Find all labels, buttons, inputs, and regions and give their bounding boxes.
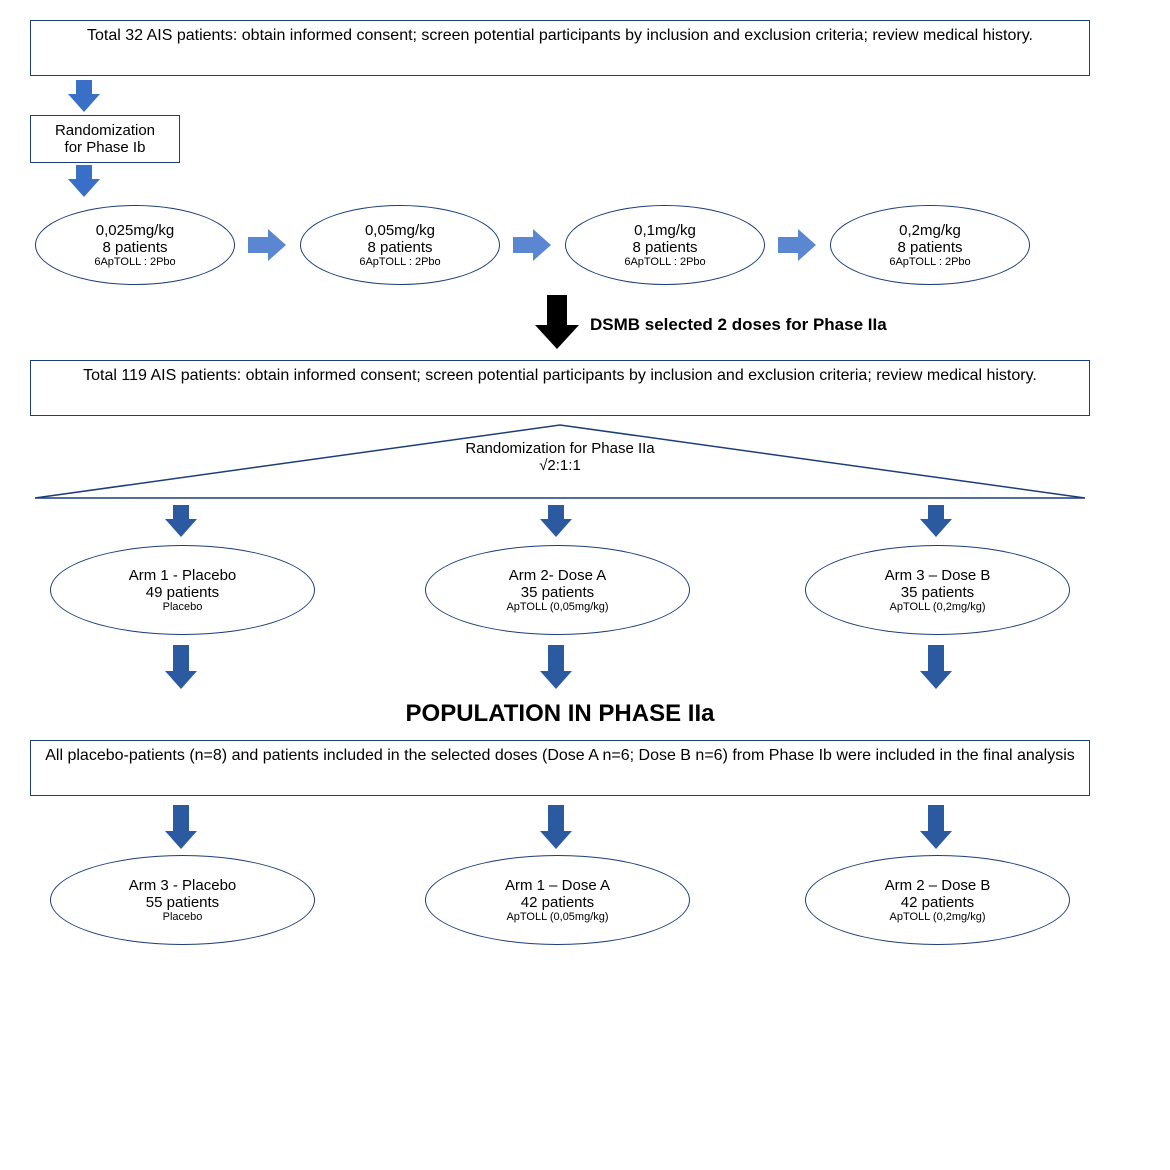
phase2a-rand-l1: Randomization for Phase IIa (30, 440, 1090, 457)
arm-detail: ApTOLL (0,2mg/kg) (890, 911, 986, 923)
arm-ellipse: Arm 2- Dose A 35 patients ApTOLL (0,05mg… (425, 545, 690, 635)
dose-n: 8 patients (367, 239, 432, 256)
population-desc-box: All placebo-patients (n=8) and patients … (30, 740, 1090, 796)
dose-label: 0,1mg/kg (634, 222, 696, 239)
arrow-down-icon (165, 805, 197, 849)
arrow-down-icon (535, 295, 579, 349)
rand-l2: for Phase Ib (39, 139, 171, 156)
arm-n: 42 patients (901, 894, 974, 911)
arrow-down-icon (920, 645, 952, 689)
dose-label: 0,025mg/kg (96, 222, 174, 239)
arrow-down-icon (540, 505, 572, 537)
arrow-down-icon (920, 505, 952, 537)
arrow-right-icon (778, 229, 816, 261)
arrow-right-icon (248, 229, 286, 261)
arm-detail: ApTOLL (0,2mg/kg) (890, 601, 986, 613)
arrow-down-icon (540, 645, 572, 689)
arrow-down-icon (540, 805, 572, 849)
dose-label: 0,05mg/kg (365, 222, 435, 239)
dose-ellipse: 0,025mg/kg 8 patients 6ApTOLL : 2Pbo (35, 205, 235, 285)
rand-l1: Randomization (39, 122, 171, 139)
phase1b-enroll-box: Total 32 AIS patients: obtain informed c… (30, 20, 1090, 76)
final-arm-ellipse: Arm 1 – Dose A 42 patients ApTOLL (0,05m… (425, 855, 690, 945)
arm-n: 35 patients (521, 584, 594, 601)
phase1b-enroll-text: Total 32 AIS patients: obtain informed c… (87, 27, 1033, 44)
arm-title: Arm 1 - Placebo (129, 567, 237, 584)
arrow-down-icon (165, 645, 197, 689)
arm-n: 42 patients (521, 894, 594, 911)
phase2a-enroll-text: Total 119 AIS patients: obtain informed … (83, 367, 1037, 384)
arrow-down-icon (68, 165, 100, 197)
arm-detail: ApTOLL (0,05mg/kg) (506, 911, 608, 923)
arm-title: Arm 3 – Dose B (885, 567, 991, 584)
dose-n: 8 patients (632, 239, 697, 256)
phase2a-enroll-box: Total 119 AIS patients: obtain informed … (30, 360, 1090, 416)
final-arm-ellipse: Arm 3 - Placebo 55 patients Placebo (50, 855, 315, 945)
arrow-down-icon (68, 80, 100, 112)
dose-ratio: 6ApTOLL : 2Pbo (624, 256, 705, 268)
arm-ellipse: Arm 3 – Dose B 35 patients ApTOLL (0,2mg… (805, 545, 1070, 635)
dsmb-label: DSMB selected 2 doses for Phase IIa (590, 315, 887, 335)
arm-title: Arm 1 – Dose A (505, 877, 610, 894)
arrow-down-icon (165, 505, 197, 537)
arm-detail: Placebo (163, 601, 203, 613)
dose-label: 0,2mg/kg (899, 222, 961, 239)
dose-ratio: 6ApTOLL : 2Pbo (94, 256, 175, 268)
dose-ratio: 6ApTOLL : 2Pbo (359, 256, 440, 268)
population-title: POPULATION IN PHASE IIa (30, 700, 1090, 728)
arm-title: Arm 2 – Dose B (885, 877, 991, 894)
dose-ellipse: 0,05mg/kg 8 patients 6ApTOLL : 2Pbo (300, 205, 500, 285)
dose-n: 8 patients (102, 239, 167, 256)
phase2a-rand-l2: √2:1:1 (30, 457, 1090, 474)
final-arm-ellipse: Arm 2 – Dose B 42 patients ApTOLL (0,2mg… (805, 855, 1070, 945)
arm-n: 55 patients (146, 894, 219, 911)
arm-detail: Placebo (163, 911, 203, 923)
arm-detail: ApTOLL (0,05mg/kg) (506, 601, 608, 613)
phase1b-rand-box: Randomization for Phase Ib (30, 115, 180, 163)
arm-n: 49 patients (146, 584, 219, 601)
arrow-down-icon (920, 805, 952, 849)
arm-title: Arm 2- Dose A (509, 567, 607, 584)
dose-ellipse: 0,2mg/kg 8 patients 6ApTOLL : 2Pbo (830, 205, 1030, 285)
dose-ellipse: 0,1mg/kg 8 patients 6ApTOLL : 2Pbo (565, 205, 765, 285)
arm-ellipse: Arm 1 - Placebo 49 patients Placebo (50, 545, 315, 635)
dose-ratio: 6ApTOLL : 2Pbo (889, 256, 970, 268)
arm-title: Arm 3 - Placebo (129, 877, 237, 894)
arm-n: 35 patients (901, 584, 974, 601)
arrow-right-icon (513, 229, 551, 261)
population-desc: All placebo-patients (n=8) and patients … (45, 747, 1075, 764)
dose-n: 8 patients (897, 239, 962, 256)
